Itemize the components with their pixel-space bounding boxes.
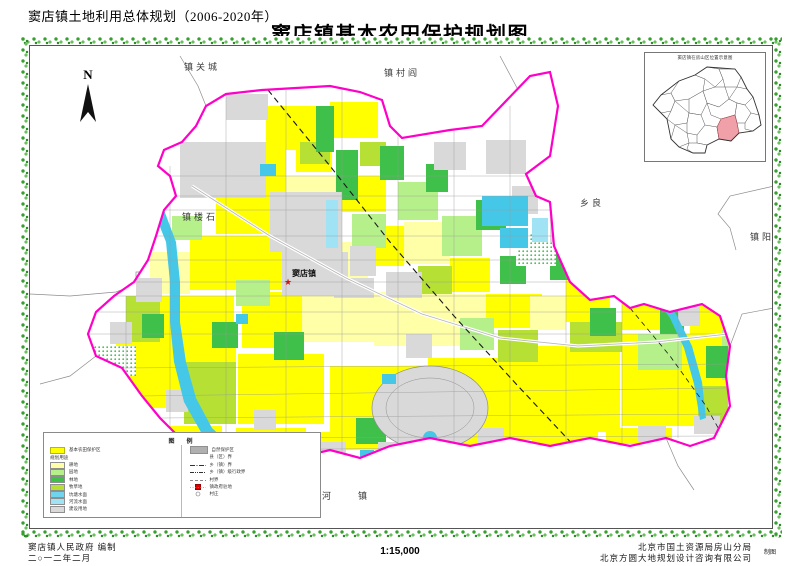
- legend-item-orchard[interactable]: 园地: [50, 468, 177, 476]
- legend-label-nature-reserve: 自然保护区: [211, 447, 234, 452]
- neighbor-label-changyang: 长 阳 镇: [749, 232, 771, 242]
- legend-item-county-boundary[interactable]: 县（区）界: [189, 454, 317, 466]
- legend-symbol-dash-line-icon: [189, 470, 206, 481]
- legend-item-grassland[interactable]: 牧草地: [50, 483, 177, 491]
- legend-symbol-red-square-icon: [190, 483, 206, 490]
- decorative-border-right-icon: [773, 36, 782, 538]
- legend-swatch-builtup: [50, 505, 65, 513]
- neighbor-label-chengguan: 城 关 镇: [183, 62, 217, 72]
- legend-swatch-grassland: [50, 483, 65, 491]
- footer-authority-line2: 北京方圆大地规划设计咨询有限公司: [599, 553, 752, 563]
- legend-label-pond: 坑塘水面: [69, 491, 87, 497]
- footer-publisher: 窦店镇人民政府 编制 二○一二年二月: [28, 542, 117, 564]
- legend-swatch-nature-reserve: [189, 446, 208, 454]
- north-arrow-label: N: [83, 67, 93, 82]
- legend-item-town-government[interactable]: 镇政府驻地: [190, 483, 317, 490]
- inset-district-shapes: [652, 66, 762, 154]
- legend-section-landuse: 规划用途: [50, 455, 69, 460]
- map-scale: 1:15,000: [380, 546, 420, 557]
- legend-symbol-dotted-line-icon: [189, 477, 206, 488]
- town-center-star-icon: ★: [284, 277, 293, 287]
- map-inner-border: 城 关 镇 阎 村 镇 石 楼 镇 良 乡 长 阳 镇 琉 璃 河 镇 ★ 窦店…: [29, 45, 773, 529]
- map-frame: 城 关 镇 阎 村 镇 石 楼 镇 良 乡 长 阳 镇 琉 璃 河 镇 ★ 窦店…: [20, 36, 782, 538]
- north-arrow-icon: N: [70, 68, 106, 126]
- footer-publisher-date: 二○一二年二月: [28, 553, 92, 563]
- legend-label-village: 村庄: [209, 491, 219, 497]
- legend-swatch-forest: [50, 476, 65, 484]
- footer-authority: 北京市国土资源局房山分局 北京方圆大地规划设计咨询有限公司: [600, 542, 752, 564]
- legend-label-grassland: 牧草地: [69, 484, 83, 490]
- legend-label-admin-boundary: 乡（镇）级行政界: [209, 469, 246, 475]
- footer-cartographer-note: 制图: [763, 550, 776, 556]
- legend-item-builtup[interactable]: 建设用地: [50, 505, 177, 513]
- footer-authority-line1: 北京市国土资源局房山分局: [637, 542, 752, 552]
- inset-title: 窦店镇在房山区位置示意图: [677, 55, 733, 60]
- legend-swatch-basic-farmland: [50, 446, 65, 454]
- legend-item-basic-farmland[interactable]: 基本农田保护区: [50, 446, 177, 454]
- decorative-border-left-icon: [20, 36, 29, 538]
- legend-swatch-orchard: [50, 468, 65, 476]
- decorative-border-bottom-icon: [20, 529, 782, 538]
- town-center-label: 窦店镇: [292, 269, 316, 278]
- legend-title: 图 例: [168, 439, 196, 445]
- legend-label-forest: 林地: [69, 476, 78, 482]
- legend-label-county-boundary: 县（区）界: [209, 454, 232, 460]
- decorative-border-top-icon: [20, 36, 782, 45]
- legend-item-township-boundary[interactable]: 乡（镇）界: [189, 461, 317, 474]
- footer: 窦店镇人民政府 编制 二○一二年二月 1:15,000 北京市国土资源局房山分局…: [0, 540, 800, 566]
- legend-item-village-boundary[interactable]: 村界: [189, 476, 317, 488]
- legend-label-township-boundary: 乡（镇）界: [209, 461, 232, 467]
- legend-swatch-river: [50, 498, 65, 506]
- neighbor-label-liangxiang: 良 乡: [579, 198, 601, 208]
- legend-swatch-pond: [50, 491, 65, 499]
- legend-label-builtup: 建设用地: [69, 506, 87, 512]
- series-title: 窦店镇土地利用总体规划（2006-2020年）: [28, 9, 278, 24]
- legend-label-river: 河流水面: [69, 498, 87, 504]
- legend-label-basic-farmland: 基本农田保护区: [69, 447, 101, 452]
- legend-item-admin-boundary[interactable]: 乡（镇）级行政界: [189, 469, 317, 481]
- legend-item-river[interactable]: 河流水面: [50, 498, 177, 506]
- legend-label-village-boundary: 村界: [209, 476, 219, 482]
- map-legend[interactable]: 图 例 基本农田保护区 规划用途 耕地 园地: [43, 432, 321, 518]
- legend-item-village[interactable]: 村庄: [190, 491, 317, 497]
- legend-column-left: 基本农田保护区 规划用途 耕地 园地 林地: [44, 445, 181, 517]
- neighbor-label-yancun: 阎 村 镇: [383, 68, 417, 78]
- legend-item-pond[interactable]: 坑塘水面: [50, 491, 177, 499]
- legend-swatch-cropland: [50, 461, 65, 469]
- township-boundary: [86, 70, 732, 460]
- inset-location-map[interactable]: 窦店镇在房山区位置示意图: [644, 52, 766, 162]
- legend-label-cropland: 耕地: [69, 462, 78, 467]
- neighbor-label-shilou: 石 楼 镇: [181, 212, 215, 222]
- legend-symbol-dash-dot-dot-line-icon: [189, 462, 206, 474]
- legend-symbol-circle-icon: [190, 492, 206, 497]
- legend-column-right: 自然保护区 县（区）界 乡（镇）界: [180, 445, 321, 517]
- footer-publisher-line1: 窦店镇人民政府 编制: [28, 542, 117, 552]
- legend-label-orchard: 园地: [69, 469, 78, 475]
- legend-item-nature-reserve[interactable]: 自然保护区: [189, 446, 317, 454]
- legend-item-forest[interactable]: 林地: [50, 476, 177, 484]
- legend-symbol-dash-dot-line-icon: [189, 455, 206, 466]
- legend-label-town-government: 镇政府驻地: [209, 483, 232, 489]
- legend-item-cropland[interactable]: 耕地: [50, 461, 177, 469]
